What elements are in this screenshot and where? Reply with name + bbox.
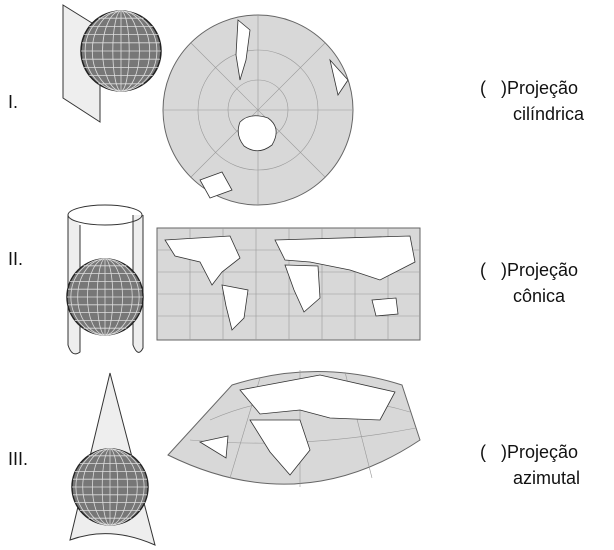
option-line: ( )Projeção	[480, 78, 578, 98]
numeral: III.	[8, 449, 28, 469]
azimuthal-map	[162, 14, 354, 206]
cone-illustration	[69, 372, 156, 546]
option-line: azimutal	[513, 468, 580, 488]
plane-illustration	[62, 4, 162, 123]
numeral: II.	[8, 249, 23, 269]
option-line: cônica	[513, 286, 566, 306]
cylindrical-map	[156, 227, 421, 341]
numeral: I.	[8, 92, 18, 112]
option-line: ( )Projeção	[480, 260, 578, 280]
option-line: cilíndrica	[513, 104, 585, 124]
option-line: ( )Projeção	[480, 442, 578, 462]
cylinder-illustration	[66, 204, 144, 355]
conic-map	[167, 370, 421, 487]
